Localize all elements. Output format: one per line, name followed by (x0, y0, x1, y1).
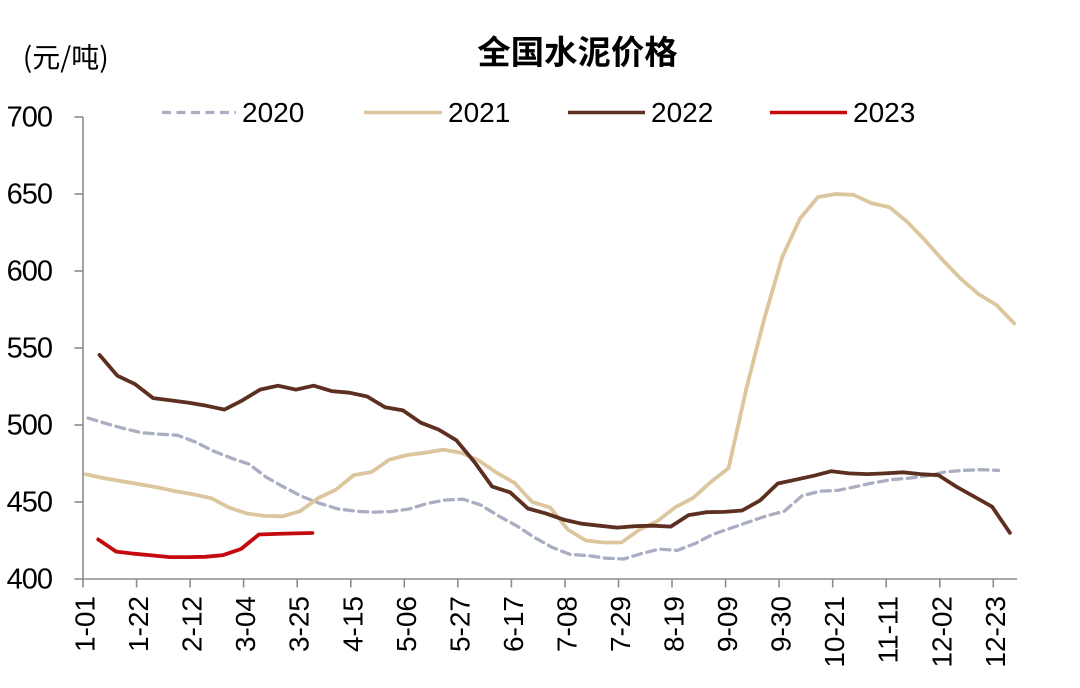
svg-text:8-19: 8-19 (659, 596, 690, 652)
svg-text:7-08: 7-08 (552, 596, 583, 652)
svg-text:12-02: 12-02 (926, 596, 957, 668)
svg-text:4-15: 4-15 (337, 596, 368, 652)
svg-text:3-04: 3-04 (230, 596, 261, 652)
svg-text:12-23: 12-23 (980, 596, 1011, 668)
svg-text:450: 450 (7, 487, 52, 519)
svg-text:11-11: 11-11 (873, 596, 904, 663)
svg-text:650: 650 (7, 179, 52, 211)
svg-text:500: 500 (7, 410, 52, 442)
svg-text:2022: 2022 (651, 97, 713, 128)
svg-text:9-09: 9-09 (712, 596, 743, 652)
svg-text:550: 550 (7, 333, 52, 365)
svg-text:700: 700 (7, 102, 52, 134)
svg-text:2-12: 2-12 (177, 596, 208, 652)
svg-text:5-27: 5-27 (444, 596, 475, 652)
svg-text:2020: 2020 (242, 97, 304, 128)
svg-text:400: 400 (7, 564, 52, 596)
svg-text:3-25: 3-25 (284, 596, 315, 652)
svg-text:2021: 2021 (448, 97, 510, 128)
svg-text:600: 600 (7, 256, 52, 288)
svg-text:7-29: 7-29 (605, 596, 636, 652)
svg-text:6-17: 6-17 (498, 596, 529, 652)
svg-text:1-22: 1-22 (123, 596, 154, 652)
svg-text:5-06: 5-06 (391, 596, 422, 652)
svg-text:10-21: 10-21 (819, 596, 850, 668)
svg-text:9-30: 9-30 (766, 596, 797, 652)
svg-text:1-01: 1-01 (70, 596, 101, 652)
svg-text:2023: 2023 (853, 97, 915, 128)
